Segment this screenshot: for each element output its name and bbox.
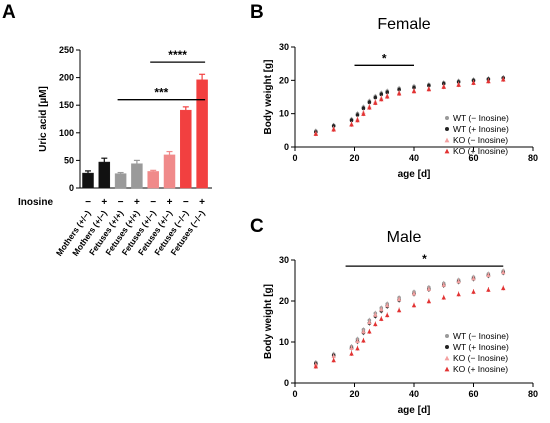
inosine-sign: + — [101, 197, 107, 208]
panel-letter-b: B — [250, 2, 264, 23]
chart-title: Male — [387, 229, 422, 246]
legend-marker — [444, 355, 450, 361]
legend-entry: KO (− Inosine) — [453, 135, 508, 145]
y-tick-label: 250 — [59, 45, 74, 55]
inosine-row-label: Inosine — [18, 197, 53, 208]
legend-entry: KO (+ Inosine) — [453, 364, 508, 374]
x-tick-label: 40 — [409, 389, 419, 399]
legend-entry: WT (− Inosine) — [453, 113, 509, 123]
inosine-sign: − — [85, 197, 91, 208]
x-axis-title: age [d] — [398, 169, 431, 180]
y-tick-label: 100 — [59, 128, 74, 138]
legend-entry: WT (+ Inosine) — [453, 124, 509, 134]
significance-label: **** — [168, 48, 187, 62]
bar — [196, 79, 208, 189]
y-axis-title: Body weight [g] — [263, 60, 274, 135]
legend-marker — [445, 345, 449, 349]
inosine-sign: − — [183, 197, 189, 208]
bar — [82, 172, 94, 189]
y-tick-label: 10 — [279, 109, 289, 119]
x-tick-label: 80 — [528, 389, 538, 399]
chart-title: Female — [377, 16, 430, 33]
legend-entry: WT (+ Inosine) — [453, 342, 509, 352]
inosine-sign: + — [199, 197, 205, 208]
x-tick-label: 80 — [528, 153, 538, 163]
legend-marker — [444, 148, 450, 154]
bar — [147, 171, 159, 189]
y-axis-title: Body weight [g] — [263, 284, 274, 359]
x-tick-label: 0 — [292, 389, 297, 399]
y-tick-label: 30 — [279, 255, 289, 265]
legend-marker — [444, 137, 450, 143]
inosine-sign: − — [118, 197, 124, 208]
bar — [163, 154, 176, 189]
y-tick-label: 20 — [279, 296, 289, 306]
legend-marker — [445, 127, 449, 131]
significance-label: *** — [154, 86, 168, 100]
bar — [180, 109, 192, 189]
legend-entry: WT (− Inosine) — [453, 331, 509, 341]
y-tick-label: 0 — [284, 142, 289, 152]
y-axis-title: Uric acid [µM] — [38, 86, 49, 152]
legend-marker — [444, 366, 450, 372]
bar — [131, 163, 143, 189]
x-tick-label: 0 — [292, 153, 297, 163]
significance-label: * — [382, 51, 387, 65]
legend-entry: KO (− Inosine) — [453, 353, 508, 363]
panel-letter-a: A — [2, 2, 16, 23]
y-tick-label: 20 — [279, 75, 289, 85]
legend-marker — [445, 334, 449, 338]
x-axis-title: age [d] — [398, 405, 431, 416]
y-tick-label: 30 — [279, 42, 289, 52]
x-tick-label: 60 — [468, 153, 478, 163]
male-body-weight-chart: Male 0 10 20 30 0 20 40 60 80 age [d] Body weight [… — [263, 229, 538, 416]
y-tick-label: 10 — [279, 337, 289, 347]
y-tick-label: 0 — [284, 378, 289, 388]
inosine-sign: + — [167, 197, 173, 208]
y-tick-label: 200 — [59, 73, 74, 83]
x-tick-label: 20 — [349, 389, 359, 399]
female-body-weight-chart: Female 0 10 20 30 0 20 40 60 80 age [d] Body weight… — [263, 16, 538, 180]
x-tick-label: 40 — [409, 153, 419, 163]
bar — [98, 161, 111, 189]
y-tick-label: 150 — [59, 100, 74, 110]
inosine-sign: + — [134, 197, 140, 208]
y-tick-label: 50 — [64, 155, 74, 165]
legend-marker — [445, 116, 449, 120]
x-tick-label: 60 — [468, 389, 478, 399]
inosine-sign: − — [150, 197, 156, 208]
legend-entry: KO (+ Inosine) — [453, 146, 508, 156]
y-tick-label: 0 — [69, 183, 74, 193]
bar — [114, 173, 127, 189]
panel-letter-c: C — [250, 216, 264, 237]
x-tick-label: 20 — [349, 153, 359, 163]
significance-label: * — [422, 252, 427, 266]
